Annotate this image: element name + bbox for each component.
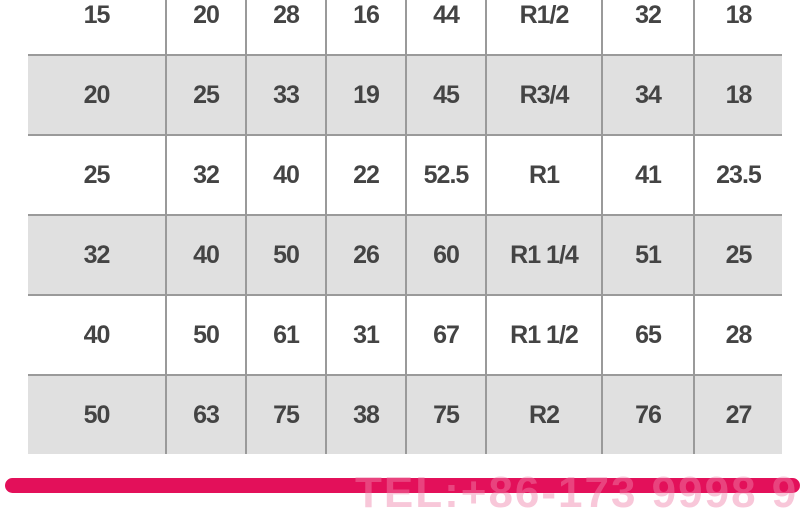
table-cell: 23.5 — [693, 134, 782, 216]
table-cell: R2 — [485, 374, 603, 454]
table-cell: 20 — [165, 0, 247, 56]
table-cell: R3/4 — [485, 54, 603, 136]
table-cell: R1 — [485, 134, 603, 216]
table-cell: 75 — [405, 374, 487, 454]
table-cell: 34 — [601, 54, 695, 136]
table-cell: 26 — [325, 214, 407, 296]
table-cell: 31 — [325, 294, 407, 376]
table-cell: 75 — [245, 374, 327, 454]
table-cell: 52.5 — [405, 134, 487, 216]
table-cell: 44 — [405, 0, 487, 56]
table-cell: 50 — [245, 214, 327, 296]
table-cell: 38 — [325, 374, 407, 454]
table-row: 25 32 40 22 52.5 R1 41 23.5 — [28, 134, 782, 216]
table-cell: 15 — [28, 0, 167, 56]
table-cell: 63 — [165, 374, 247, 454]
table-cell: 32 — [28, 214, 167, 296]
table-cell: 25 — [165, 54, 247, 136]
table-cell: 40 — [245, 134, 327, 216]
table-cell: 51 — [601, 214, 695, 296]
table-cell: 20 — [28, 54, 167, 136]
table-cell: 32 — [165, 134, 247, 216]
table-cell: 50 — [165, 294, 247, 376]
table-cell: 61 — [245, 294, 327, 376]
table-cell: R1/2 — [485, 0, 603, 56]
table-cell: 28 — [245, 0, 327, 56]
table-cell: 25 — [693, 214, 782, 296]
table-cell: R1 1/2 — [485, 294, 603, 376]
footer-bar — [5, 478, 800, 493]
table-cell: 25 — [28, 134, 167, 216]
table-row: 15 20 28 16 44 R1/2 32 18 — [28, 0, 782, 56]
table-row: 50 63 75 38 75 R2 76 27 — [28, 374, 782, 454]
table-cell: 41 — [601, 134, 695, 216]
phone-watermark: TEL:+86-173 9998 9993 — [355, 468, 800, 517]
table-cell: 60 — [405, 214, 487, 296]
table-cell: 32 — [601, 0, 695, 56]
table-cell: R1 1/4 — [485, 214, 603, 296]
table-cell: 45 — [405, 54, 487, 136]
table-cell: 22 — [325, 134, 407, 216]
table-cell: 18 — [693, 0, 782, 56]
table-cell: 50 — [28, 374, 167, 454]
table-cell: 67 — [405, 294, 487, 376]
table-row: 40 50 61 31 67 R1 1/2 65 28 — [28, 294, 782, 376]
spec-table: 15 20 28 16 44 R1/2 32 18 20 25 33 19 45 R3/4 34 18 25 32… — [28, 0, 782, 454]
table-cell: 27 — [693, 374, 782, 454]
table-row: 20 25 33 19 45 R3/4 34 18 — [28, 54, 782, 136]
table-cell: 28 — [693, 294, 782, 376]
table-cell: 40 — [28, 294, 167, 376]
table-cell: 16 — [325, 0, 407, 56]
table-cell: 76 — [601, 374, 695, 454]
table-cell: 33 — [245, 54, 327, 136]
table-cell: 40 — [165, 214, 247, 296]
table-row: 32 40 50 26 60 R1 1/4 51 25 — [28, 214, 782, 296]
table-cell: 18 — [693, 54, 782, 136]
table-cell: 65 — [601, 294, 695, 376]
table-cell: 19 — [325, 54, 407, 136]
